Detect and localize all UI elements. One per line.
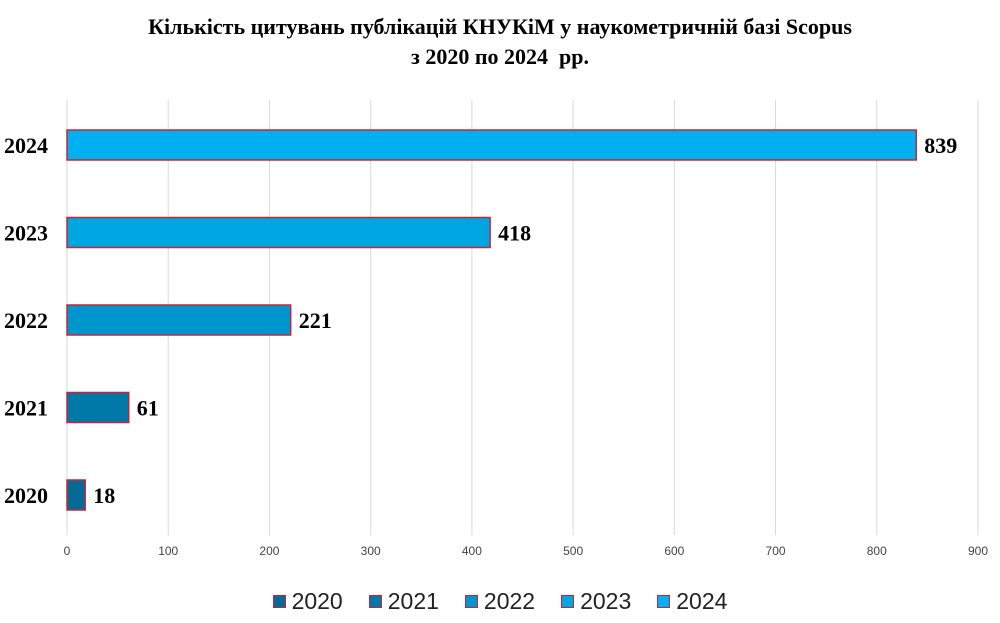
- legend-item: 2024: [657, 588, 727, 615]
- x-tick-label: 300: [361, 544, 381, 558]
- legend-item: 2020: [272, 588, 343, 615]
- legend-label: 2022: [483, 588, 536, 614]
- chart-title-line-2: з 2020 по 2024 рр.: [411, 44, 589, 69]
- bar: [66, 391, 130, 424]
- legend-swatch: [272, 595, 286, 608]
- data-label: 221: [299, 308, 332, 333]
- x-tick-label: 600: [664, 544, 684, 558]
- legend-swatch: [561, 595, 575, 608]
- legend-label: 2020: [291, 588, 343, 614]
- x-tick-label: 200: [259, 544, 279, 558]
- legend-label: 2021: [387, 588, 439, 614]
- legend-item: 2021: [368, 588, 439, 615]
- legend-item: 2023: [561, 588, 631, 615]
- data-label: 418: [498, 221, 531, 246]
- bar: [66, 304, 292, 336]
- category-label: 2023: [4, 221, 48, 246]
- x-tick-label: 700: [766, 544, 786, 558]
- legend-label: 2023: [580, 588, 632, 614]
- data-label: 18: [93, 483, 115, 508]
- x-tick-label: 100: [158, 544, 178, 558]
- legend-swatch: [464, 595, 478, 608]
- legend-item: 2022: [464, 588, 536, 615]
- x-tick-label: 400: [462, 544, 482, 558]
- x-tick-label: 800: [867, 544, 887, 558]
- bar: [66, 129, 918, 161]
- bar: [66, 479, 86, 511]
- chart-title-line-1: Кількість цитувань публікацій КНУКіМ у н…: [148, 14, 852, 39]
- category-label: 2022: [4, 308, 48, 333]
- legend: 2020 2021 2022 2023 2024: [0, 588, 1000, 615]
- data-label: 61: [137, 396, 159, 421]
- legend-label: 2024: [676, 588, 728, 614]
- legend-swatch: [657, 595, 671, 608]
- category-label: 2020: [4, 483, 48, 508]
- bar: [66, 216, 491, 249]
- chart-title: Кількість цитувань публікацій КНУКіМ у н…: [0, 12, 1000, 72]
- category-label: 2021: [4, 396, 48, 421]
- x-tick-label: 500: [563, 544, 583, 558]
- data-label: 839: [924, 133, 957, 158]
- category-label: 2024: [4, 133, 48, 158]
- legend-swatch: [368, 595, 382, 608]
- x-tick-label: 900: [968, 544, 988, 558]
- x-tick-label: 0: [64, 544, 71, 558]
